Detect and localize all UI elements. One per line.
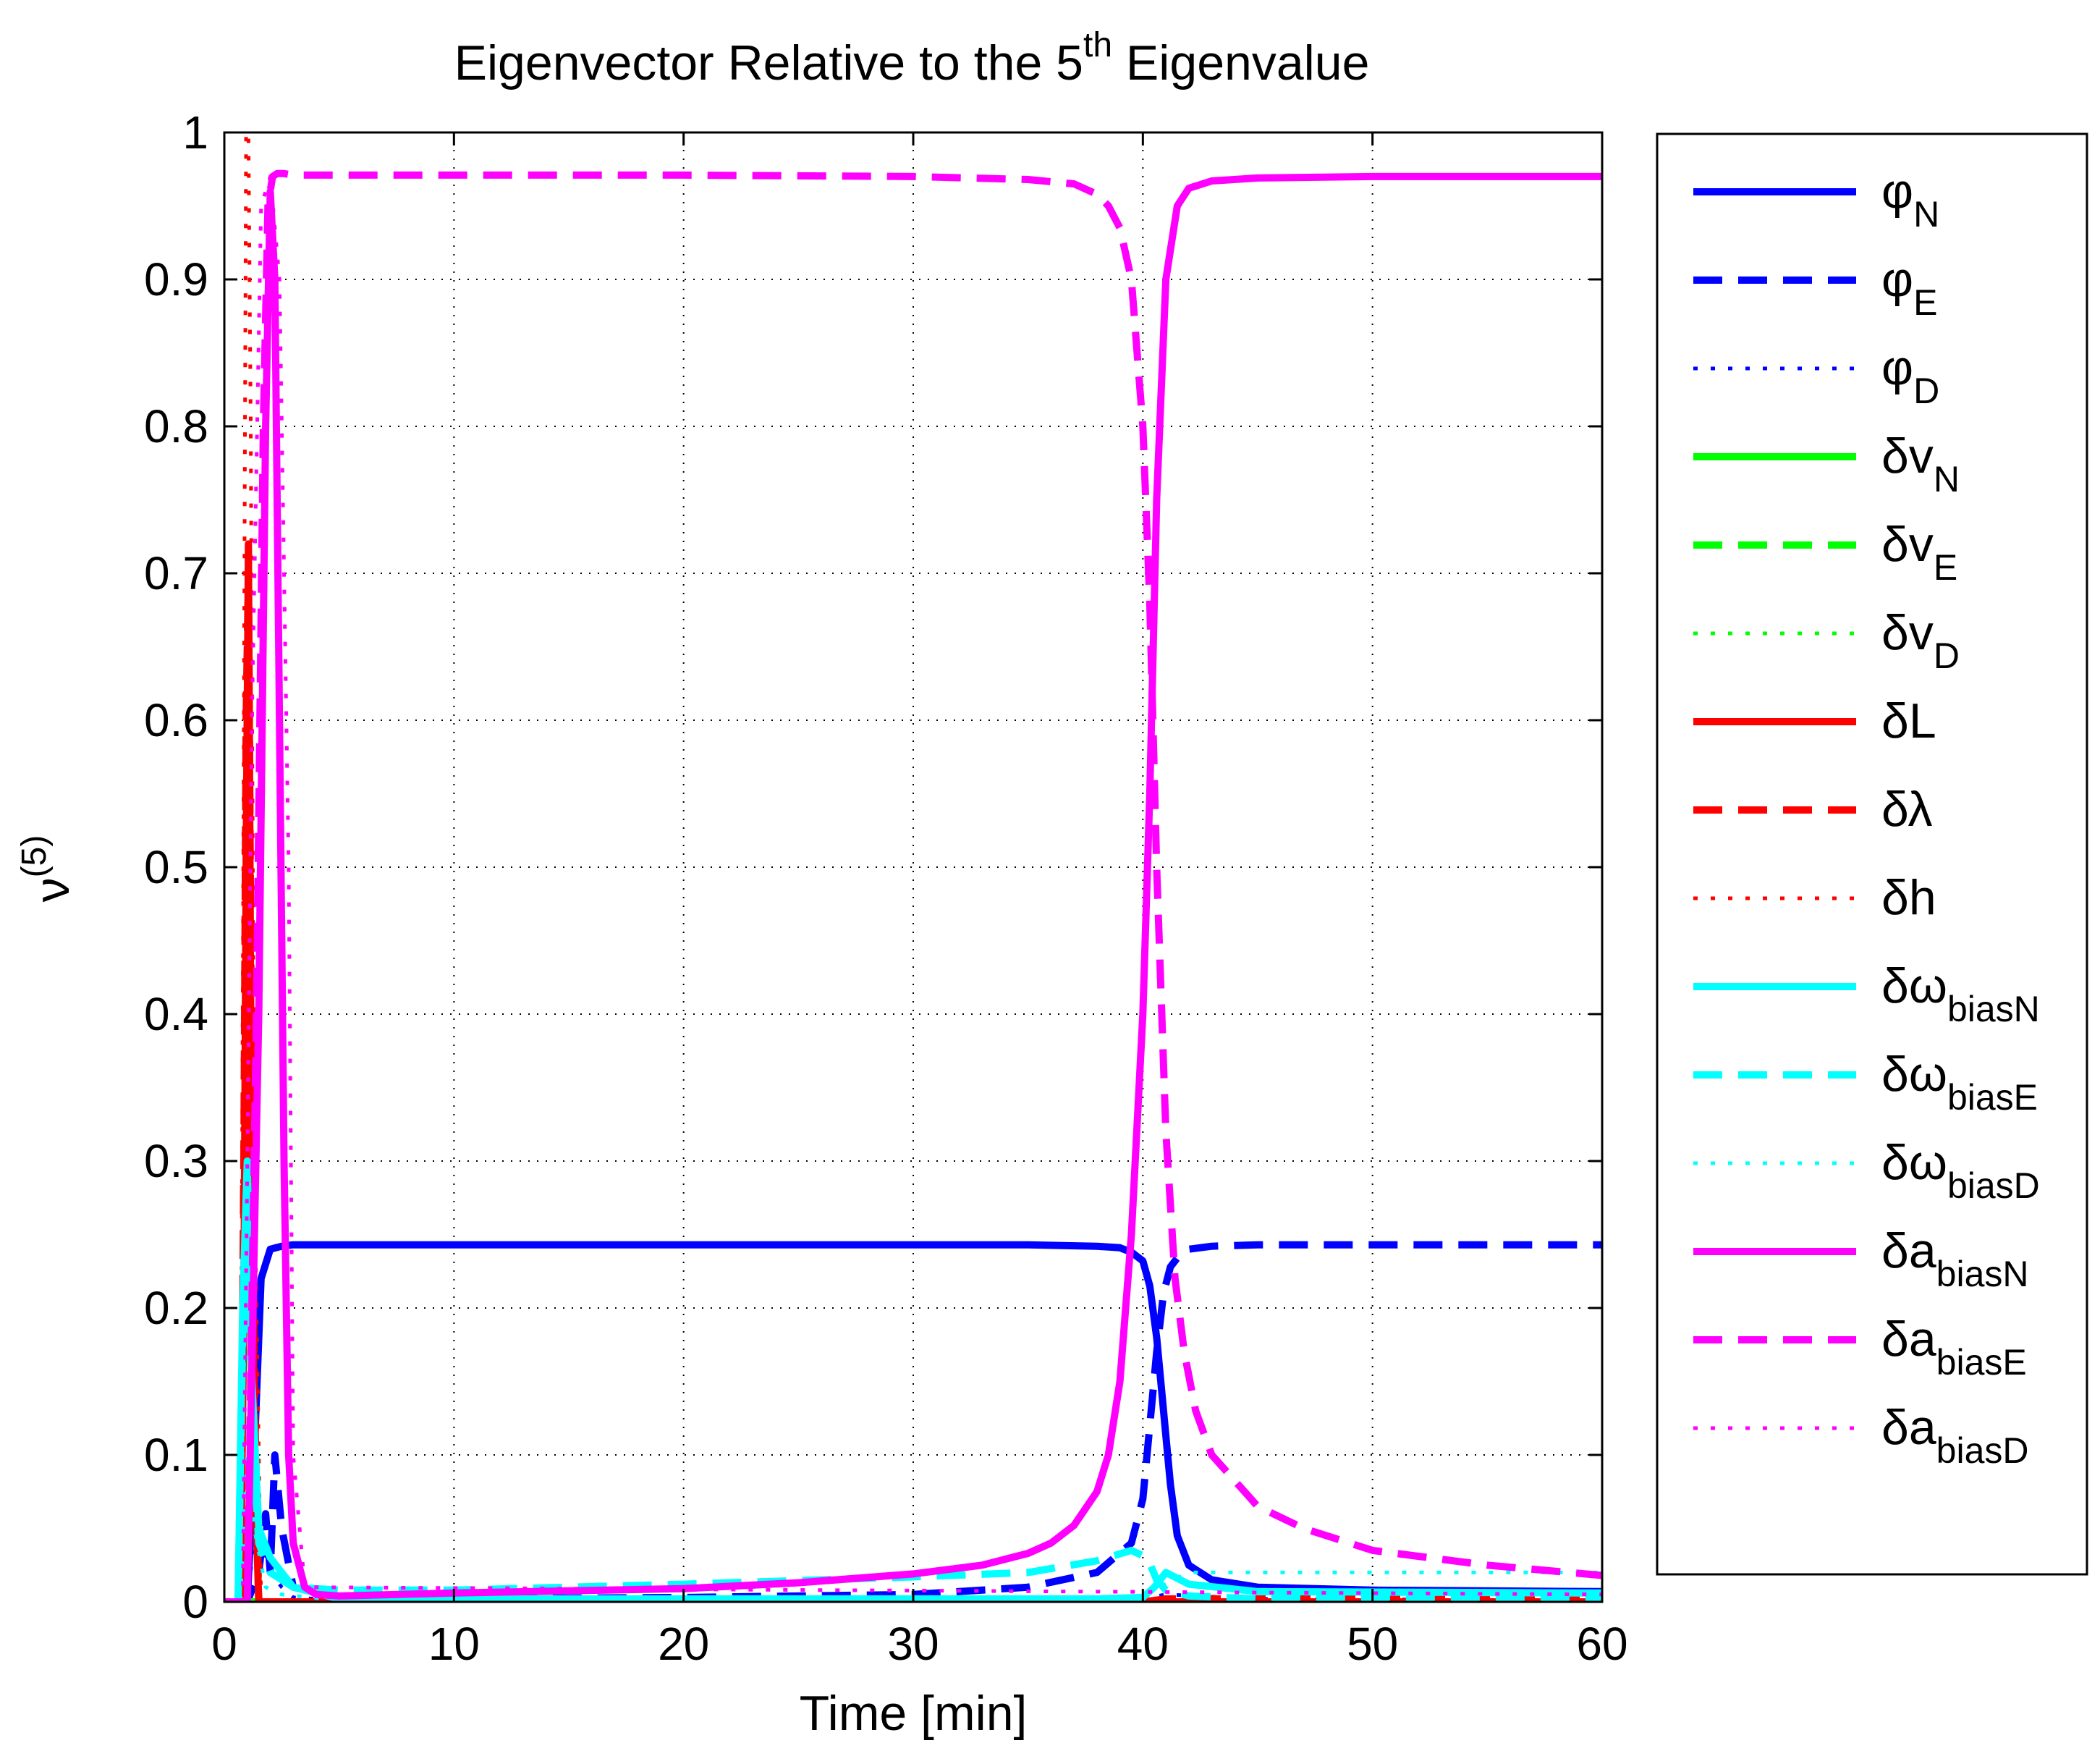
legend-label-main: δλ — [1881, 782, 1933, 837]
legend-label: δabiasN — [1881, 1223, 2029, 1294]
x-tick-label: 40 — [1117, 1618, 1169, 1670]
y-tick-label: 0 — [182, 1576, 208, 1628]
y-tick-label: 0.6 — [144, 694, 208, 746]
legend-label-subscript: biasD — [1947, 1165, 2040, 1206]
y-tick-label: 0.9 — [144, 253, 208, 305]
y-tick-labels: 0 0.1 0.2 0.3 0.4 0.5 0.6 0.7 0.8 0.9 1 — [144, 106, 208, 1628]
legend-label-main: φ — [1881, 164, 1913, 219]
x-axis-label: Time [min] — [800, 1686, 1028, 1741]
y-tick-label: 0.5 — [144, 841, 208, 893]
y-axis-label-superscript: (5) — [15, 835, 54, 878]
legend-label: δabiasE — [1881, 1312, 2027, 1383]
legend-items: φNφEφDδvNδvEδvDδLδλδhδωbiasNδωbiasEδωbia… — [1693, 164, 2040, 1471]
legend-label-main: δa — [1881, 1400, 1936, 1455]
legend-label-subscript: D — [1934, 636, 1960, 676]
y-axis-label: ν(5) — [15, 835, 80, 903]
legend-label-main: δa — [1881, 1312, 1936, 1367]
series-line-0 — [235, 1241, 1602, 1602]
legend-label: δL — [1881, 693, 1936, 748]
y-tick-label: 0.2 — [144, 1282, 208, 1334]
legend-label: δvD — [1881, 605, 1960, 676]
series-line-14 — [224, 174, 1602, 1602]
y-tick-label: 1 — [182, 106, 208, 159]
ticks — [223, 131, 1604, 1603]
legend-label: δvN — [1881, 429, 1960, 499]
x-tick-label: 0 — [211, 1618, 237, 1670]
legend-label-subscript: N — [1934, 459, 1960, 499]
legend-label-main: φ — [1881, 340, 1913, 395]
x-tick-label: 50 — [1347, 1618, 1398, 1670]
legend-label-main: δω — [1881, 1047, 1947, 1102]
legend-label-main: δv — [1881, 517, 1934, 572]
legend-label-subscript: biasD — [1936, 1430, 2029, 1471]
x-tick-label: 10 — [428, 1618, 480, 1670]
legend-label: δλ — [1881, 782, 1933, 837]
title-suffix: Eigenvalue — [1112, 35, 1369, 90]
legend-label-main: δω — [1881, 1135, 1947, 1190]
title-main: Eigenvector Relative to the 5 — [454, 35, 1083, 90]
y-tick-label: 0.1 — [144, 1429, 208, 1481]
legend-label-main: δv — [1881, 605, 1934, 660]
legend-label-subscript: D — [1913, 371, 1939, 411]
x-tick-label: 60 — [1576, 1618, 1627, 1670]
legend-label-subscript: N — [1913, 194, 1939, 235]
legend-label-main: δh — [1881, 870, 1936, 925]
legend: φNφEφDδvNδvEδvDδLδλδhδωbiasNδωbiasEδωbia… — [1656, 132, 2088, 1576]
legend-label: δh — [1881, 870, 1936, 925]
series-line-13 — [224, 169, 1602, 1602]
y-tick-label: 0.4 — [144, 988, 208, 1040]
legend-label: φE — [1881, 252, 1937, 323]
y-tick-label: 0.7 — [144, 547, 208, 599]
x-tick-label: 20 — [658, 1618, 709, 1670]
legend-label: δvE — [1881, 517, 1957, 588]
y-axis-label-text: ν(5) — [15, 835, 80, 903]
chart-title: Eigenvector Relative to the 5th Eigenval… — [454, 26, 1370, 90]
legend-label-subscript: biasE — [1947, 1077, 2038, 1118]
legend-label-main: δL — [1881, 693, 1936, 748]
legend-label: δabiasD — [1881, 1400, 2029, 1471]
legend-label-main: δv — [1881, 429, 1934, 484]
plot-background — [224, 132, 1602, 1602]
legend-label-subscript: biasN — [1947, 989, 2040, 1029]
y-axis-label-main: ν — [25, 877, 80, 902]
legend-label: δωbiasD — [1881, 1135, 2040, 1206]
legend-box — [1656, 132, 2088, 1576]
legend-label: φN — [1881, 164, 1939, 235]
legend-label-subscript: E — [1913, 282, 1937, 323]
x-tick-labels: 0 10 20 30 40 50 60 — [211, 1618, 1627, 1670]
legend-label-main: δω — [1881, 958, 1947, 1013]
legend-label-subscript: biasN — [1936, 1254, 2029, 1294]
legend-label-main: φ — [1881, 252, 1913, 307]
legend-label: φD — [1881, 340, 1939, 411]
plot-area: 0 10 20 30 40 50 60 00.10.20.30.40.50.60.70.80… — [144, 106, 1628, 1670]
series-line-12 — [224, 172, 1602, 1602]
legend-label: δωbiasE — [1881, 1047, 2038, 1118]
legend-label-subscript: E — [1934, 547, 1957, 588]
legend-label-main: δa — [1881, 1223, 1936, 1278]
legend-label: δωbiasN — [1881, 958, 2040, 1029]
legend-label-subscript: biasE — [1936, 1342, 2027, 1383]
y-tick-label: 0.8 — [144, 400, 208, 452]
title-superscript: th — [1083, 26, 1112, 64]
y-tick-label: 0.3 — [144, 1135, 208, 1187]
x-tick-label: 30 — [887, 1618, 939, 1670]
